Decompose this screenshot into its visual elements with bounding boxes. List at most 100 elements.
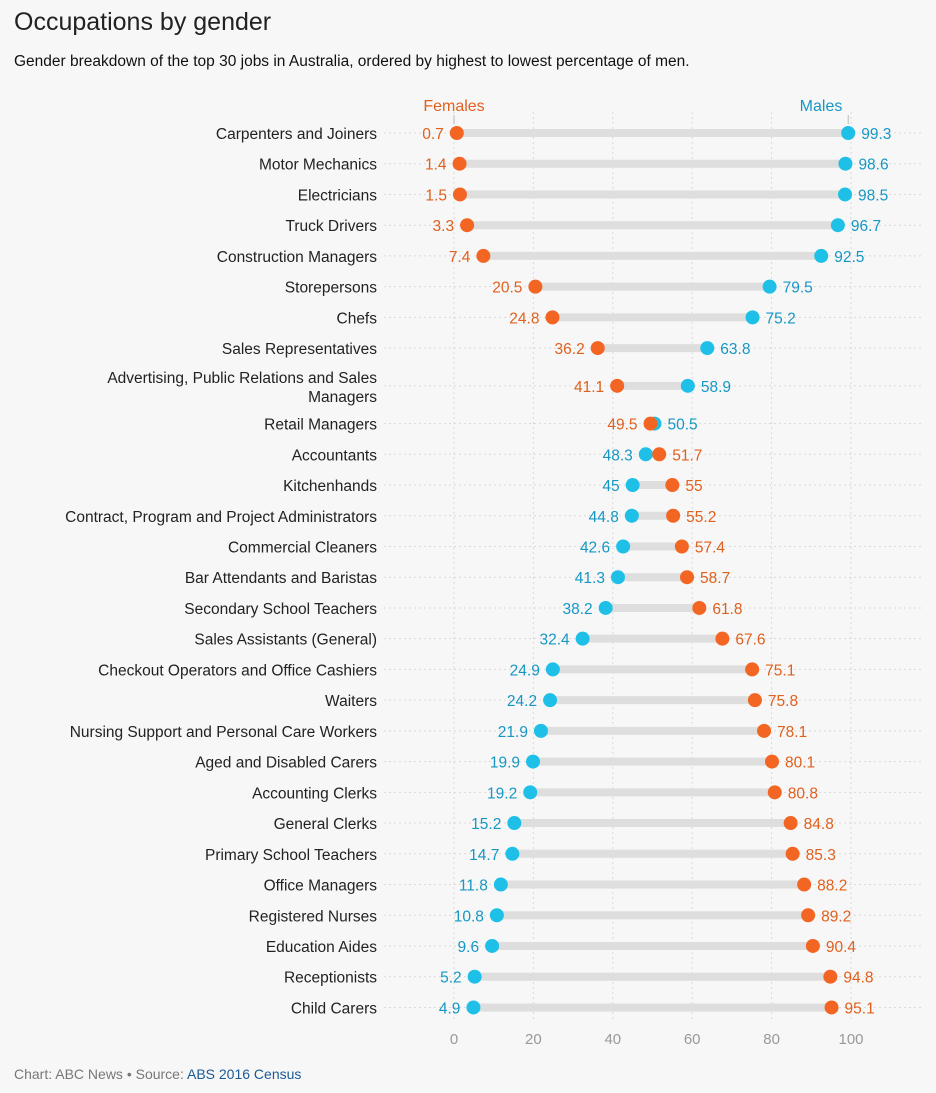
male-value-label: 48.3 <box>603 447 633 464</box>
category-label: Chefs <box>337 310 378 327</box>
female-value-label: 55 <box>685 478 702 495</box>
source-link[interactable]: ABS 2016 Census <box>186 1066 302 1082</box>
male-dot <box>838 156 853 171</box>
male-dot <box>624 508 639 523</box>
female-dot <box>545 310 560 325</box>
male-value-label: 45 <box>602 478 619 495</box>
female-dot <box>643 416 658 431</box>
female-value-label: 36.2 <box>555 341 585 358</box>
chart-subtitle: Gender breakdown of the top 30 jobs in A… <box>14 53 690 70</box>
female-value-label: 1.5 <box>425 187 447 204</box>
female-dot <box>785 846 800 861</box>
male-value-label: 4.9 <box>439 1000 461 1017</box>
male-dot <box>466 1000 481 1015</box>
female-dot <box>652 447 667 462</box>
legend-females: Females <box>423 98 484 115</box>
female-value-label: 80.1 <box>785 755 815 772</box>
female-value-label: 1.4 <box>425 157 447 174</box>
female-value-label: 57.4 <box>695 539 726 556</box>
male-value-label: 24.9 <box>510 662 540 679</box>
category-label: Aged and Disabled Carers <box>195 755 377 772</box>
female-dot <box>665 478 680 493</box>
female-dot <box>805 938 820 953</box>
female-value-label: 88.2 <box>817 878 847 895</box>
male-dot <box>610 570 625 585</box>
male-dot <box>507 816 522 831</box>
female-dot <box>452 187 467 202</box>
chart-title: Occupations by gender <box>14 8 272 36</box>
male-value-label: 32.4 <box>539 632 570 649</box>
female-dot <box>680 570 695 585</box>
category-label: Nursing Support and Personal Care Worker… <box>70 724 378 741</box>
category-label: Motor Mechanics <box>259 157 377 174</box>
female-value-label: 58.7 <box>700 570 730 587</box>
x-tick-label: 100 <box>838 1031 863 1048</box>
category-label: Carpenters and Joiners <box>216 126 377 143</box>
female-dot <box>449 126 464 140</box>
category-label: Truck Drivers <box>285 218 377 235</box>
female-dot <box>797 877 812 892</box>
female-dot <box>610 378 625 393</box>
male-dot <box>838 187 853 202</box>
female-value-label: 94.8 <box>843 970 873 987</box>
footer-credit: Chart: ABC News • Source: <box>14 1066 187 1082</box>
male-dot <box>700 341 715 356</box>
category-label: Sales Assistants (General) <box>194 632 377 649</box>
category-label: Bar Attendants and Baristas <box>185 570 377 587</box>
category-label: Accountants <box>292 447 378 464</box>
category-label: Managers <box>308 389 377 406</box>
male-dot <box>489 908 504 923</box>
category-label: Commercial Cleaners <box>228 539 377 556</box>
male-value-label: 98.6 <box>858 157 888 174</box>
female-dot <box>823 969 838 984</box>
female-value-label: 75.8 <box>768 693 798 710</box>
female-dot <box>783 816 798 831</box>
female-value-label: 84.8 <box>804 816 834 833</box>
legend-males: Males <box>800 98 843 115</box>
category-label: Advertising, Public Relations and Sales <box>107 370 377 387</box>
male-dot <box>814 248 829 263</box>
male-value-label: 44.8 <box>589 509 619 526</box>
male-dot <box>762 279 777 294</box>
female-value-label: 0.7 <box>422 126 444 143</box>
female-dot <box>590 341 605 356</box>
category-label: Electricians <box>298 187 377 204</box>
female-dot <box>715 631 730 646</box>
male-value-label: 38.2 <box>562 601 592 618</box>
category-label: General Clerks <box>274 816 378 833</box>
female-value-label: 3.3 <box>433 218 455 235</box>
male-value-label: 11.8 <box>459 878 488 895</box>
x-tick-label: 80 <box>763 1031 780 1048</box>
female-dot <box>692 600 707 615</box>
chart-footer: Chart: ABC News • Source: ABS 2016 Censu… <box>14 1066 301 1082</box>
female-dot <box>747 693 762 708</box>
category-label: Primary School Teachers <box>205 847 377 864</box>
x-tick-label: 40 <box>604 1031 621 1048</box>
male-dot <box>841 126 856 140</box>
category-label: Kitchenhands <box>283 478 377 495</box>
female-value-label: 49.5 <box>607 417 637 434</box>
male-value-label: 19.9 <box>490 755 520 772</box>
category-label: Sales Representatives <box>222 341 377 358</box>
female-dot <box>764 754 779 769</box>
category-label: Checkout Operators and Office Cashiers <box>98 662 377 679</box>
category-label: Construction Managers <box>217 249 377 266</box>
male-dot <box>545 662 560 677</box>
male-dot <box>625 478 640 493</box>
female-value-label: 85.3 <box>806 847 836 864</box>
male-dot <box>505 846 520 861</box>
female-value-label: 7.4 <box>449 249 471 266</box>
dot-range-chart: 0 20 40 60 80 100 Females Males Carpenters and J… <box>65 98 922 1048</box>
category-label: Receptionists <box>284 970 377 987</box>
male-dot <box>598 600 613 615</box>
male-value-label: 41.3 <box>575 570 605 587</box>
female-dot <box>674 539 689 554</box>
female-value-label: 80.8 <box>788 785 818 802</box>
female-value-label: 51.7 <box>672 447 702 464</box>
male-dot <box>526 754 541 769</box>
male-dot <box>467 969 482 984</box>
x-tick-label: 60 <box>684 1031 701 1048</box>
male-dot <box>616 539 631 554</box>
male-value-label: 75.2 <box>766 310 796 327</box>
female-dot <box>767 785 782 800</box>
